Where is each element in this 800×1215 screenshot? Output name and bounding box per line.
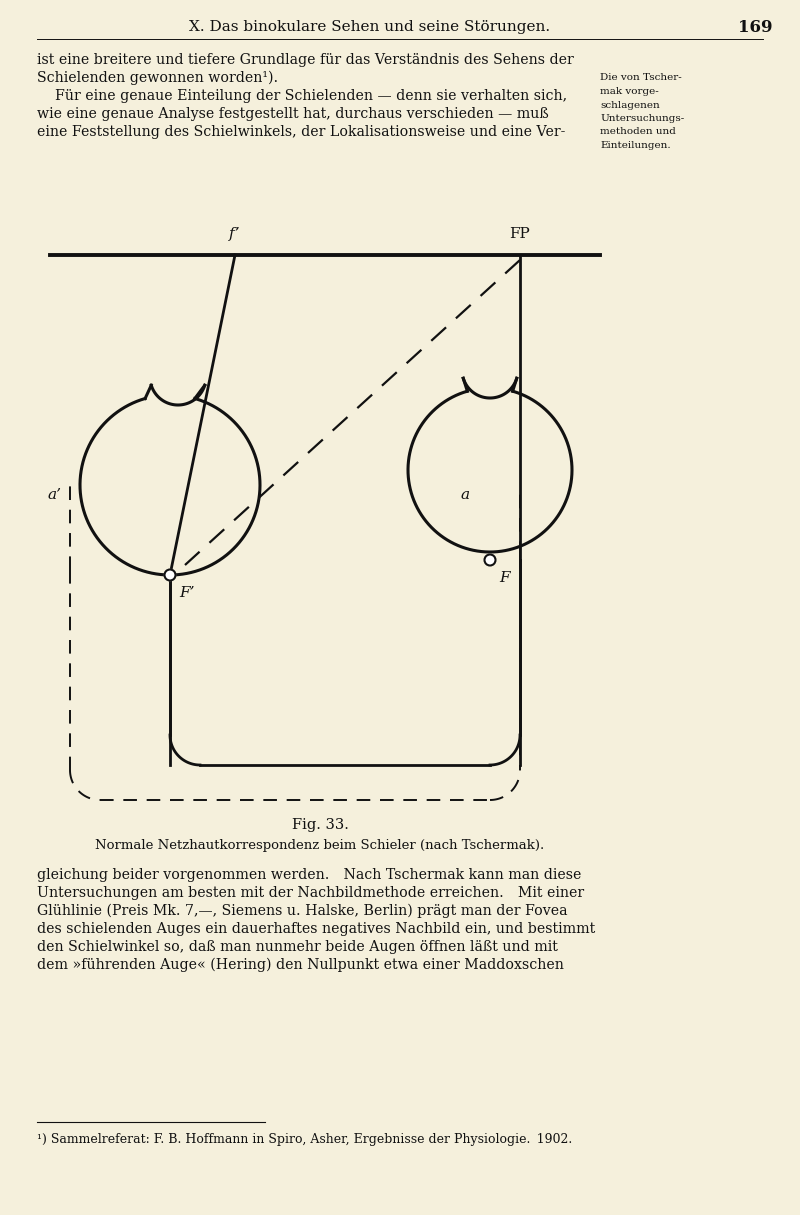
Text: a’: a’	[47, 488, 61, 502]
Text: Untersuchungen am besten mit der Nachbildmethode erreichen. Mit einer: Untersuchungen am besten mit der Nachbil…	[37, 886, 584, 900]
Text: den Schielwinkel so, daß man nunmehr beide Augen öffnen läßt und mit: den Schielwinkel so, daß man nunmehr bei…	[37, 940, 558, 954]
Text: f’: f’	[229, 227, 241, 241]
Text: eine Feststellung des Schielwinkels, der Lokalisationsweise und eine Ver-: eine Feststellung des Schielwinkels, der…	[37, 125, 566, 139]
Text: mak vorge-: mak vorge-	[600, 87, 658, 96]
Text: Untersuchungs-: Untersuchungs-	[600, 114, 684, 123]
Text: gleichung beider vorgenommen werden. Nach Tschermak kann man diese: gleichung beider vorgenommen werden. Nac…	[37, 868, 582, 882]
Text: des schielenden Auges ein dauerhaftes negatives Nachbild ein, und bestimmt: des schielenden Auges ein dauerhaftes ne…	[37, 922, 595, 936]
Text: wie eine genaue Analyse festgestellt hat, durchaus verschieden — muß: wie eine genaue Analyse festgestellt hat…	[37, 107, 549, 122]
Text: Fig. 33.: Fig. 33.	[291, 818, 349, 832]
Text: FP: FP	[510, 227, 530, 241]
Text: F’: F’	[179, 586, 194, 600]
Text: Normale Netzhautkorrespondenz beim Schieler (nach Tschermak).: Normale Netzhautkorrespondenz beim Schie…	[95, 838, 545, 852]
Text: Für eine genaue Einteilung der Schielenden — denn sie verhalten sich,: Für eine genaue Einteilung der Schielend…	[37, 89, 567, 103]
Text: F: F	[499, 571, 510, 584]
Text: ¹) Sammelreferat: F. B. Hoffmann in Spiro, Asher, Ergebnisse der Physiologie. 19: ¹) Sammelreferat: F. B. Hoffmann in Spir…	[37, 1134, 572, 1147]
Text: ist eine breitere und tiefere Grundlage für das Verständnis des Sehens der: ist eine breitere und tiefere Grundlage …	[37, 53, 574, 67]
Text: Einteilungen.: Einteilungen.	[600, 141, 670, 149]
Text: methoden und: methoden und	[600, 128, 676, 136]
Text: a: a	[460, 488, 469, 502]
Text: Glühlinie (Preis Mk. 7,—, Siemens u. Halske, Berlin) prägt man der Fovea: Glühlinie (Preis Mk. 7,—, Siemens u. Hal…	[37, 904, 567, 919]
Circle shape	[165, 570, 175, 581]
Circle shape	[485, 554, 495, 565]
Text: dem »führenden Auge« (Hering) den Nullpunkt etwa einer Maddoxschen: dem »führenden Auge« (Hering) den Nullpu…	[37, 957, 564, 972]
Text: Schielenden gewonnen worden¹).: Schielenden gewonnen worden¹).	[37, 70, 278, 85]
Text: X. Das binokulare Sehen und seine Störungen.: X. Das binokulare Sehen und seine Störun…	[190, 19, 550, 34]
Text: schlagenen: schlagenen	[600, 101, 660, 109]
Text: 169: 169	[738, 18, 772, 35]
Text: Die von Tscher-: Die von Tscher-	[600, 73, 682, 83]
